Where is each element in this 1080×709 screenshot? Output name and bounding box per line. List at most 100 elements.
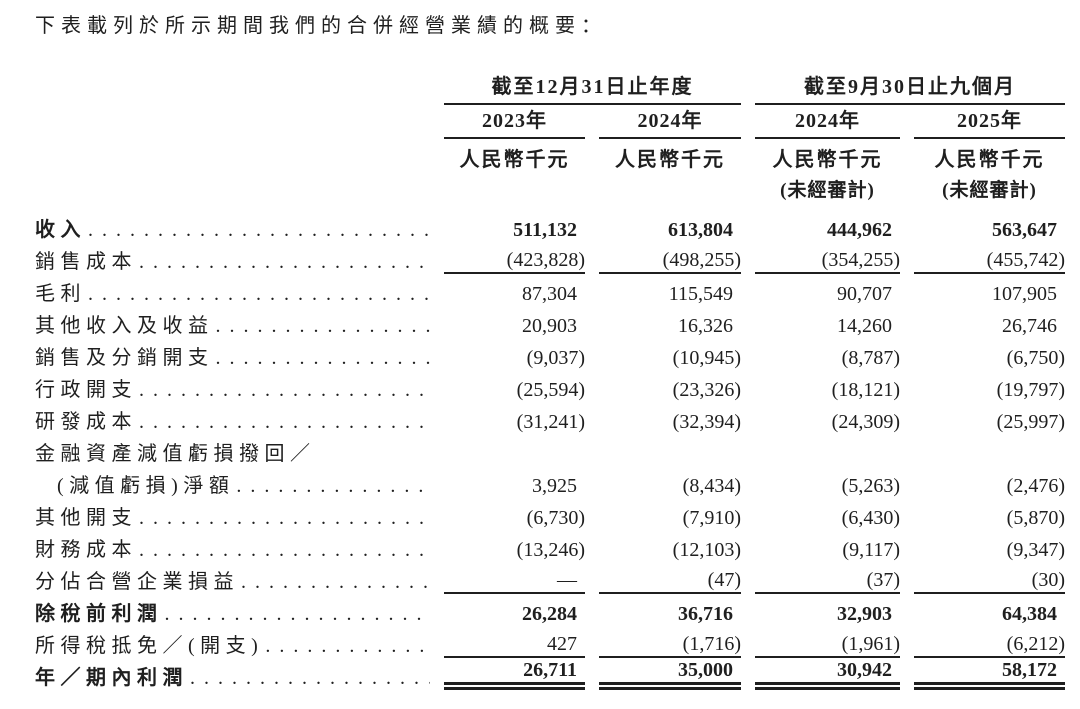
col-group-year-ended-dec31: 截至12月31日止年度 [444, 70, 741, 105]
cell-value: 30,942 [755, 659, 900, 690]
cell-value: 3,925 [532, 475, 577, 497]
row-label: 財務成本 [35, 539, 137, 561]
cell-value: (5,263) [841, 475, 900, 497]
cell-value: (6,212) [914, 633, 1065, 658]
cell-value: (8,787) [841, 347, 900, 369]
row-income-tax: 所得稅抵免／(開支). . . . . . . . . . . . . . . … [35, 626, 1067, 658]
cell-value: (6,750) [1006, 347, 1065, 369]
row-label: 收入 [35, 219, 86, 241]
cell-value: (23,326) [672, 379, 741, 401]
cell-value: 26,746 [1002, 315, 1057, 337]
cell-value: (354,255) [755, 249, 900, 274]
unit-label: 人民幣千元 [615, 149, 725, 171]
cell-value: (9,037) [526, 347, 585, 369]
row-gross-profit: 毛利. . . . . . . . . . . . . . . . . . . … [35, 274, 1067, 306]
dot-leader: . . . . . . . . . . . . . . . . . . . . … [88, 219, 430, 241]
cell-value: (30) [914, 569, 1065, 594]
cell-value: 511,132 [513, 219, 577, 241]
cell-value: (5,870) [1006, 507, 1065, 529]
cell-value: (37) [755, 569, 900, 594]
row-cost-of-sales: 銷售成本. . . . . . . . . . . . . . . . . . … [35, 242, 1067, 274]
row-selling-expenses: 銷售及分銷開支. . . . . . . . . . . . . . . . .… [35, 338, 1067, 370]
cell-value: 36,716 [678, 603, 733, 625]
row-other-income: 其他收入及收益. . . . . . . . . . . . . . . . .… [35, 306, 1067, 338]
cell-value: 87,304 [522, 283, 577, 305]
col-header-2023: 2023年 [444, 104, 585, 139]
cell-value: (25,997) [996, 411, 1065, 433]
dot-leader: . . . . . . . . . . . . . . . . . . . . … [265, 635, 430, 657]
row-label: 金融資產減值虧損撥回／ [35, 443, 316, 465]
cell-value: (47) [599, 569, 741, 594]
cell-value: (6,730) [526, 507, 585, 529]
cell-value: 444,962 [827, 219, 892, 241]
cell-value: (13,246) [516, 539, 585, 561]
cell-value: 90,707 [837, 283, 892, 305]
unit-label: 人民幣千元 [934, 149, 1045, 171]
dot-leader: . . . . . . . . . . . . . . . . . . . . … [215, 347, 431, 369]
row-label: (減值虧損)淨額 [57, 475, 235, 497]
cell-value: (2,476) [1006, 475, 1065, 497]
row-admin-expenses: 行政開支. . . . . . . . . . . . . . . . . . … [35, 370, 1067, 402]
cell-value: (10,945) [672, 347, 741, 369]
cell-value: 14,260 [837, 315, 892, 337]
cell-value: 563,647 [992, 219, 1057, 241]
dot-leader: . . . . . . . . . . . . . . . . . . . . … [88, 283, 430, 305]
dot-leader: . . . . . . . . . . . . . . . . . . . . … [139, 379, 430, 401]
cell-value: 20,903 [522, 315, 577, 337]
cell-value: 16,326 [678, 315, 733, 337]
cell-value: (24,309) [831, 411, 900, 433]
cell-value: (12,103) [672, 539, 741, 561]
row-label: 其他收入及收益 [35, 315, 214, 337]
row-label: 年／期內利潤 [35, 667, 188, 689]
cell-value: (9,347) [1006, 539, 1065, 561]
row-finance-costs: 財務成本. . . . . . . . . . . . . . . . . . … [35, 530, 1067, 562]
cell-value: (18,121) [831, 379, 900, 401]
cell-value: (32,394) [672, 411, 741, 433]
cell-value: (498,255) [599, 249, 741, 274]
row-share-of-jv: 分佔合營企業損益. . . . . . . . . . . . . . . . … [35, 562, 1067, 594]
row-profit-before-tax: 除稅前利潤. . . . . . . . . . . . . . . . . .… [35, 594, 1067, 626]
header-group-row: 截至12月31日止年度 截至9月30日止九個月 [35, 70, 1067, 105]
cell-value: 427 [444, 633, 585, 658]
row-profit-for-period: 年／期內利潤. . . . . . . . . . . . . . . . . … [35, 658, 1067, 690]
row-label: 分佔合營企業損益 [35, 571, 239, 593]
cell-value: 35,000 [599, 659, 741, 690]
row-revenue: 收入. . . . . . . . . . . . . . . . . . . … [35, 210, 1067, 242]
row-label: 行政開支 [35, 379, 137, 401]
cell-value: (423,828) [444, 249, 585, 274]
financial-results-table: 截至12月31日止年度 截至9月30日止九個月 2023年 2024年 2024… [35, 70, 1067, 690]
row-other-expenses: 其他開支. . . . . . . . . . . . . . . . . . … [35, 498, 1067, 530]
cell-value: 107,905 [992, 283, 1057, 305]
col-header-2025-9m: 2025年 [914, 104, 1065, 139]
cell-value: (1,716) [599, 633, 741, 658]
row-label: 銷售成本 [35, 251, 137, 273]
dot-leader: . . . . . . . . . . . . . . . . . . . . … [241, 571, 430, 593]
cell-value: (455,742) [914, 249, 1065, 274]
cell-value: 26,284 [522, 603, 577, 625]
cell-value: 613,804 [668, 219, 733, 241]
unaudited-note: (未經審計) [942, 180, 1037, 201]
row-rd-costs: 研發成本. . . . . . . . . . . . . . . . . . … [35, 402, 1067, 434]
header-year-row: 2023年 2024年 2024年 2025年 [35, 104, 1067, 139]
cell-value: (25,594) [516, 379, 585, 401]
cell-value: (19,797) [996, 379, 1065, 401]
cell-value: 115,549 [668, 283, 733, 305]
row-impairment-line2: (減值虧損)淨額. . . . . . . . . . . . . . . . … [35, 466, 1067, 498]
dot-leader: . . . . . . . . . . . . . . . . . . . . … [139, 251, 430, 273]
cell-value: (31,241) [516, 411, 585, 433]
row-label: 所得稅抵免／(開支) [35, 635, 264, 657]
row-label: 銷售及分銷開支 [35, 347, 214, 369]
cell-value: (9,117) [842, 539, 900, 561]
cell-value: (7,910) [682, 507, 741, 529]
col-group-nine-months-sep30: 截至9月30日止九個月 [755, 70, 1065, 105]
row-label: 其他開支 [35, 507, 137, 529]
cell-value: — [444, 569, 585, 594]
header-note-row: (未經審計) (未經審計) [35, 172, 1067, 202]
cell-value: (8,434) [682, 475, 741, 497]
col-header-2024: 2024年 [599, 104, 741, 139]
cell-value: 26,711 [444, 659, 585, 690]
row-label: 除稅前利潤 [35, 603, 163, 625]
cell-value: (1,961) [755, 633, 900, 658]
unaudited-note: (未經審計) [780, 180, 875, 201]
